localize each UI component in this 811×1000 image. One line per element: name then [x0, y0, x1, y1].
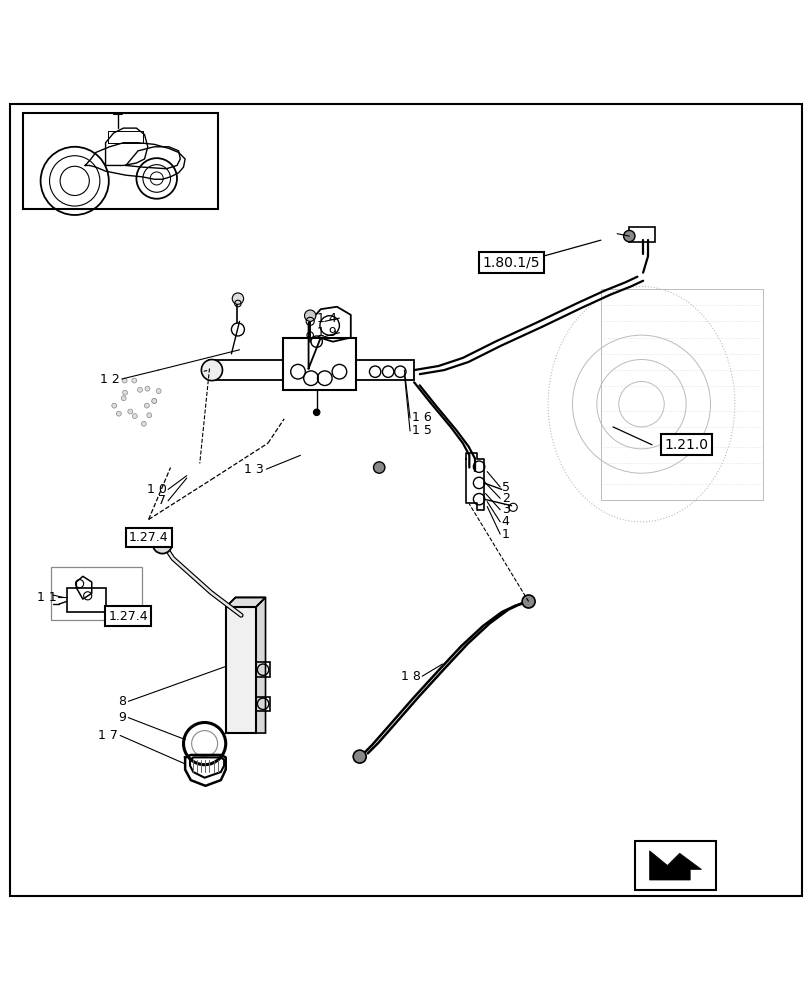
Text: 1.80.1/5: 1.80.1/5 [483, 255, 539, 269]
Text: 1 6: 1 6 [412, 411, 431, 424]
Text: 1 4: 1 4 [317, 312, 337, 325]
Circle shape [156, 389, 161, 393]
Circle shape [144, 403, 149, 408]
Circle shape [201, 360, 222, 381]
Polygon shape [255, 597, 265, 733]
Bar [282, 338, 355, 390]
Text: 1 1: 1 1 [37, 591, 57, 604]
Bar [629, 227, 654, 242]
Circle shape [521, 595, 534, 608]
Polygon shape [225, 597, 265, 607]
Circle shape [131, 378, 136, 383]
Text: 1: 1 [501, 528, 509, 541]
Circle shape [623, 230, 634, 242]
Circle shape [313, 409, 320, 416]
Text: 1 5: 1 5 [412, 424, 431, 437]
Circle shape [373, 462, 384, 473]
Text: 1.21.0: 1.21.0 [663, 438, 707, 452]
Circle shape [122, 390, 127, 395]
Circle shape [132, 414, 137, 419]
Circle shape [152, 398, 157, 403]
Text: 1 2: 1 2 [101, 373, 120, 386]
Circle shape [127, 409, 132, 414]
Circle shape [152, 534, 172, 554]
Bar [23, 113, 217, 209]
Bar [209, 360, 282, 380]
Text: 1 8: 1 8 [401, 670, 420, 683]
Circle shape [232, 293, 243, 304]
Circle shape [152, 398, 157, 403]
Text: 1 7: 1 7 [98, 729, 118, 742]
Circle shape [121, 396, 126, 401]
Circle shape [145, 386, 150, 391]
Circle shape [141, 421, 146, 426]
Text: 2: 2 [501, 492, 509, 505]
Text: 4: 4 [501, 515, 509, 528]
Text: 1 3: 1 3 [244, 463, 264, 476]
Text: 1 0: 1 0 [147, 483, 166, 496]
Polygon shape [649, 851, 701, 880]
Circle shape [353, 750, 366, 763]
Text: 8: 8 [118, 695, 126, 708]
Circle shape [116, 411, 121, 416]
Text: 1.27.4: 1.27.4 [129, 531, 168, 544]
Bar [51, 567, 142, 620]
Text: 1 9: 1 9 [317, 326, 337, 339]
Circle shape [147, 413, 152, 418]
Circle shape [304, 310, 315, 321]
Bar [600, 289, 762, 500]
Text: 9: 9 [118, 711, 126, 724]
Text: 7: 7 [158, 494, 166, 507]
Circle shape [137, 387, 142, 392]
Circle shape [122, 378, 127, 383]
Text: 1.27.4: 1.27.4 [109, 610, 148, 623]
Bar [255, 697, 270, 711]
Bar [255, 662, 270, 677]
Bar [355, 360, 414, 380]
Bar [225, 607, 255, 733]
Bar [634, 841, 715, 890]
Bar [67, 588, 105, 612]
Text: 5: 5 [501, 481, 509, 494]
Circle shape [112, 403, 117, 408]
Text: 3: 3 [501, 503, 509, 516]
